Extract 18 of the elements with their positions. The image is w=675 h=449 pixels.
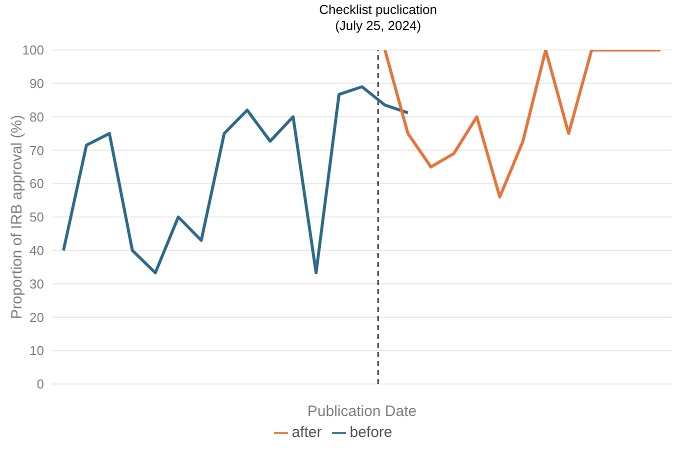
text: Checklist puclication (July 25, 2024) [319, 2, 437, 33]
y-tick-label: 30 [30, 276, 44, 292]
y-axis-title: Proportion of IRB approval (%) [8, 114, 26, 320]
y-tick-label: 100 [22, 42, 44, 58]
legend-label: before [350, 424, 392, 441]
line-series [383, 50, 662, 198]
x-axis-title: Publication Date [307, 403, 417, 420]
legend-label: after [292, 424, 322, 441]
y-tick-label: 10 [30, 343, 44, 358]
y-tick-label: 90 [30, 76, 44, 92]
y-tick-label: 50 [30, 210, 44, 225]
y-tick-label: 20 [30, 310, 44, 325]
y-tick-label: 0 [36, 376, 44, 392]
y-tick-label: 60 [30, 176, 44, 192]
y-tick-label: 70 [30, 142, 44, 158]
y-tick-label: 40 [30, 243, 44, 258]
line-series [62, 85, 410, 274]
y-tick-label: 80 [30, 109, 44, 124]
